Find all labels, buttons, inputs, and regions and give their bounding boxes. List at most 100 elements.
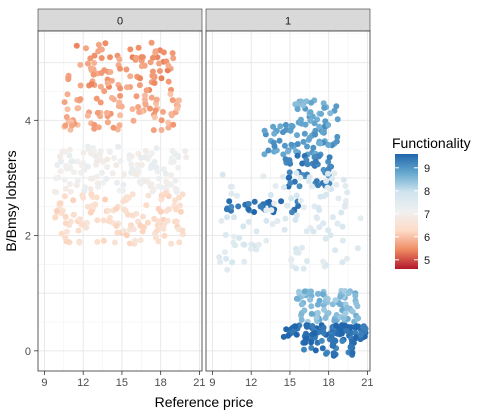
data-point xyxy=(120,181,127,188)
data-point xyxy=(272,183,279,189)
data-point xyxy=(136,82,143,89)
data-point xyxy=(66,146,73,153)
data-point xyxy=(137,155,144,161)
data-point xyxy=(280,333,287,340)
data-point xyxy=(330,342,337,349)
data-point xyxy=(313,214,320,221)
data-point xyxy=(79,162,85,169)
data-point xyxy=(141,62,148,69)
data-point xyxy=(82,184,89,191)
data-point xyxy=(291,178,298,185)
data-point xyxy=(84,143,91,150)
data-point xyxy=(304,323,311,330)
data-point xyxy=(137,237,144,244)
data-point xyxy=(126,156,133,162)
data-point xyxy=(313,314,320,321)
data-point xyxy=(245,206,252,212)
data-point xyxy=(293,331,300,338)
data-point xyxy=(84,60,91,67)
data-point xyxy=(144,219,151,226)
data-point xyxy=(245,218,252,225)
data-point xyxy=(302,339,309,346)
data-point xyxy=(169,159,176,166)
data-point xyxy=(308,303,315,310)
data-point xyxy=(332,337,339,344)
data-point xyxy=(83,45,89,52)
data-point xyxy=(92,201,99,208)
data-point xyxy=(332,297,339,304)
data-point xyxy=(325,227,332,234)
data-point xyxy=(62,213,69,220)
data-point xyxy=(176,202,183,209)
data-point xyxy=(333,322,340,329)
data-point xyxy=(270,123,277,130)
data-point xyxy=(177,208,184,215)
legend-ticks: 9 8 7 6 5 xyxy=(395,163,430,267)
data-point xyxy=(117,157,124,164)
data-point xyxy=(299,160,306,167)
data-point xyxy=(337,325,344,332)
data-point xyxy=(281,226,288,233)
data-point xyxy=(61,193,68,200)
data-point xyxy=(263,207,270,214)
data-point xyxy=(309,183,316,190)
data-point xyxy=(116,56,123,63)
data-point xyxy=(282,121,289,128)
data-point xyxy=(255,241,262,248)
data-point xyxy=(137,222,144,229)
data-point xyxy=(63,114,70,120)
data-point xyxy=(57,200,64,207)
data-point xyxy=(320,166,327,173)
data-point xyxy=(306,134,313,141)
data-point xyxy=(321,104,328,111)
data-point xyxy=(61,176,68,183)
data-point xyxy=(347,344,354,350)
data-point xyxy=(132,237,138,244)
data-point xyxy=(218,217,225,224)
data-point xyxy=(334,220,341,227)
data-point xyxy=(241,241,248,248)
data-point xyxy=(161,220,168,227)
data-point xyxy=(98,46,105,53)
data-point xyxy=(70,169,77,176)
data-point xyxy=(182,148,189,155)
legend-tick-label: 8 xyxy=(424,186,430,198)
data-point xyxy=(130,117,137,124)
data-point xyxy=(127,73,134,80)
data-point xyxy=(296,183,303,190)
data-point xyxy=(234,192,240,199)
data-point xyxy=(339,259,346,266)
data-point xyxy=(148,94,155,101)
data-point xyxy=(65,76,72,83)
data-point xyxy=(332,247,339,254)
data-point xyxy=(88,81,95,87)
data-point xyxy=(307,109,314,116)
data-point xyxy=(70,197,77,204)
data-point xyxy=(263,217,270,224)
data-point xyxy=(164,67,171,74)
data-point xyxy=(316,123,323,130)
data-point xyxy=(304,161,311,168)
data-point xyxy=(67,218,74,225)
data-point xyxy=(304,258,310,264)
data-point xyxy=(316,207,323,213)
panel-border-0 xyxy=(37,30,203,372)
data-point xyxy=(54,162,61,168)
data-point xyxy=(158,127,165,133)
data-point xyxy=(266,198,273,205)
data-point xyxy=(299,244,305,251)
data-point xyxy=(333,103,340,110)
data-point xyxy=(337,301,344,308)
data-point xyxy=(228,203,235,210)
data-point xyxy=(241,258,248,265)
data-point xyxy=(117,92,124,99)
data-point xyxy=(281,142,288,149)
data-point xyxy=(334,116,341,123)
legend-colorbar xyxy=(395,154,418,269)
data-point xyxy=(228,183,235,190)
data-point xyxy=(115,143,122,150)
data-point xyxy=(297,197,304,204)
data-point xyxy=(117,112,124,119)
data-point xyxy=(94,217,101,224)
data-point xyxy=(296,288,302,295)
